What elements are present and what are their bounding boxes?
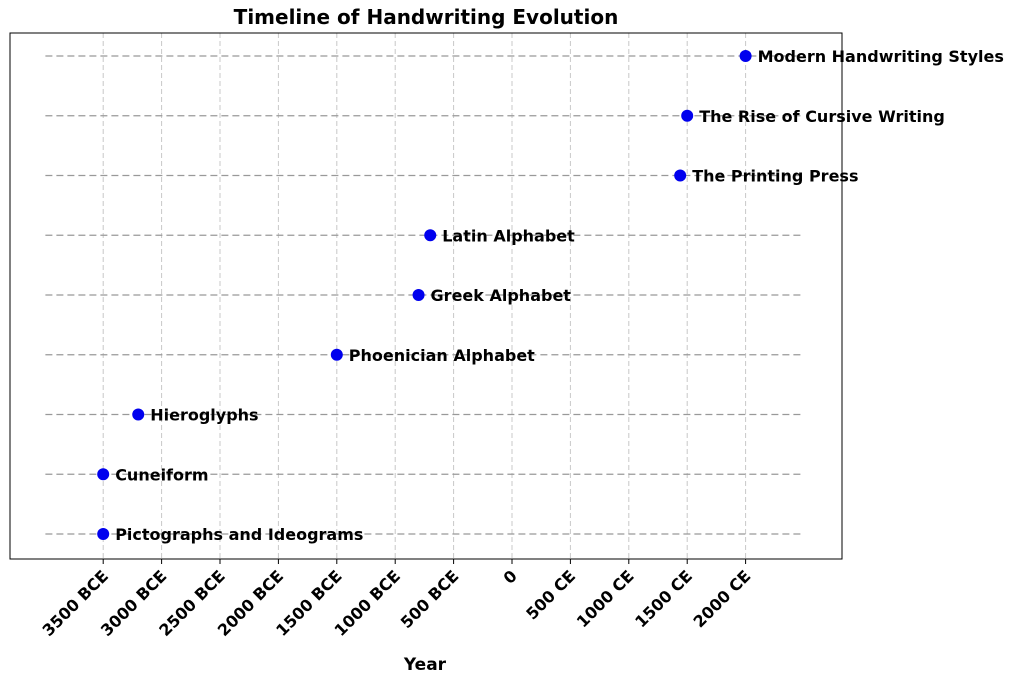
event-point [412,289,425,301]
x-tick-label: 2000 CE [690,566,755,631]
event-labels: Pictographs and Ideograms Cuneiform Hierog… [115,47,1004,544]
event-point [97,528,110,540]
x-tick-label: 500 CE [522,566,579,623]
event-points [97,50,752,540]
event-point [674,169,687,182]
event-point [681,109,694,122]
x-tick-label: 1500 CE [631,566,696,631]
event-label: Hieroglyphs [150,406,258,425]
event-label: Phoenician Alphabet [349,346,535,365]
event-label: Modern Handwriting Styles [758,47,1004,66]
event-label: Latin Alphabet [442,226,575,245]
x-tick-label: 1000 CE [573,566,638,631]
event-point [97,468,110,481]
x-tick-label: 500 BCE [397,566,463,632]
event-point [739,50,752,62]
event-label: Pictographs and Ideograms [115,525,363,544]
chart-title: Timeline of Handwriting Evolution [233,5,619,29]
event-label: Greek Alphabet [431,286,572,305]
plot-frame [9,32,843,560]
x-axis-label: Year [403,655,447,675]
event-point [330,348,343,361]
event-point [424,229,437,242]
event-label: The Printing Press [692,167,858,186]
event-point [132,408,145,421]
event-label: The Rise of Cursive Writing [699,107,945,126]
x-tick-label: 0 [500,566,521,587]
event-label: Cuneiform [115,465,208,484]
